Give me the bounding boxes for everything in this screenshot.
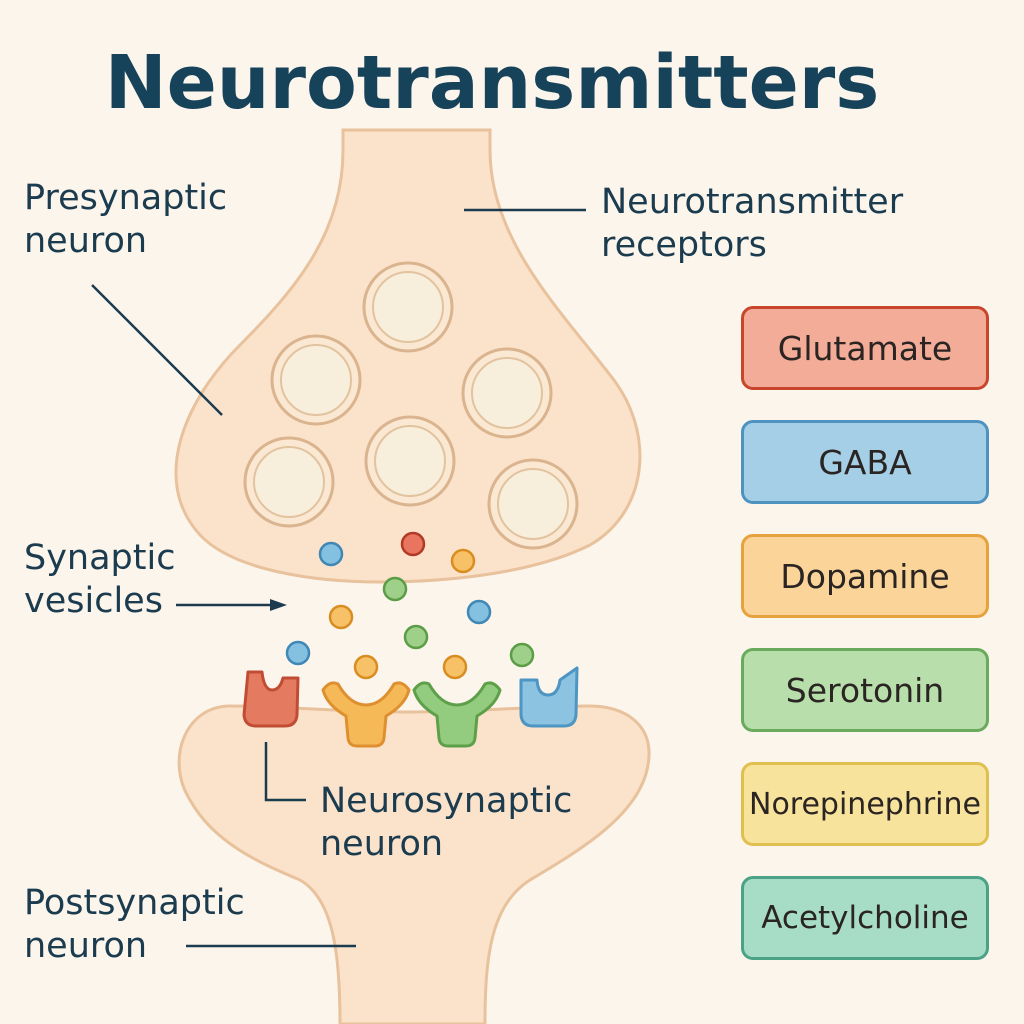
vesicles-group (243, 261, 579, 550)
glutamate-box: Glutamate (741, 306, 989, 390)
postsynaptic-neuron-label: Postsynaptic neuron (24, 883, 245, 966)
neurotransmitter-receptors-label: Neurotransmitter receptors (601, 182, 904, 265)
molecule-orange (442, 654, 468, 680)
receptor-green (412, 681, 502, 748)
molecule-blue (466, 599, 492, 625)
vesicle (243, 436, 335, 528)
vesicle (364, 415, 456, 507)
molecule-green (509, 642, 535, 668)
page-title: Neurotransmitters (104, 40, 880, 126)
molecule-orange (353, 654, 379, 680)
molecule-orange (328, 604, 354, 630)
receptor-red (242, 670, 300, 728)
receptors-group (242, 666, 579, 748)
neurosynaptic-pointer (264, 742, 306, 802)
pointer-lines (91, 208, 586, 948)
molecules-group (285, 531, 535, 680)
molecule-red (400, 531, 426, 557)
dopamine-box: Dopamine (741, 534, 989, 618)
vesicle (270, 334, 362, 426)
gaba-box: GABA (741, 420, 989, 504)
molecule-orange (450, 548, 476, 574)
molecule-blue (318, 541, 344, 567)
serotonin-box: Serotonin (741, 648, 989, 732)
presynaptic-neuron-label: Presynaptic neuron (24, 178, 228, 261)
receptor-orange (321, 681, 411, 748)
vesicles-arrowhead (270, 599, 287, 611)
norepinephrine-box: Norepinephrine (741, 762, 989, 846)
presynaptic-pointer (91, 284, 223, 416)
molecule-green (382, 576, 408, 602)
synaptic-vesicles-label: Synaptic vesicles (24, 538, 176, 621)
molecule-green (403, 624, 429, 650)
vesicle (487, 458, 579, 550)
vesicle (362, 261, 454, 353)
acetylcholine-box: Acetylcholine (741, 876, 989, 960)
molecule-blue (285, 640, 311, 666)
vesicle (461, 347, 553, 439)
receptor-blue (519, 666, 579, 728)
neurosynaptic-neuron-label: Neurosynaptic neuron (320, 781, 573, 864)
